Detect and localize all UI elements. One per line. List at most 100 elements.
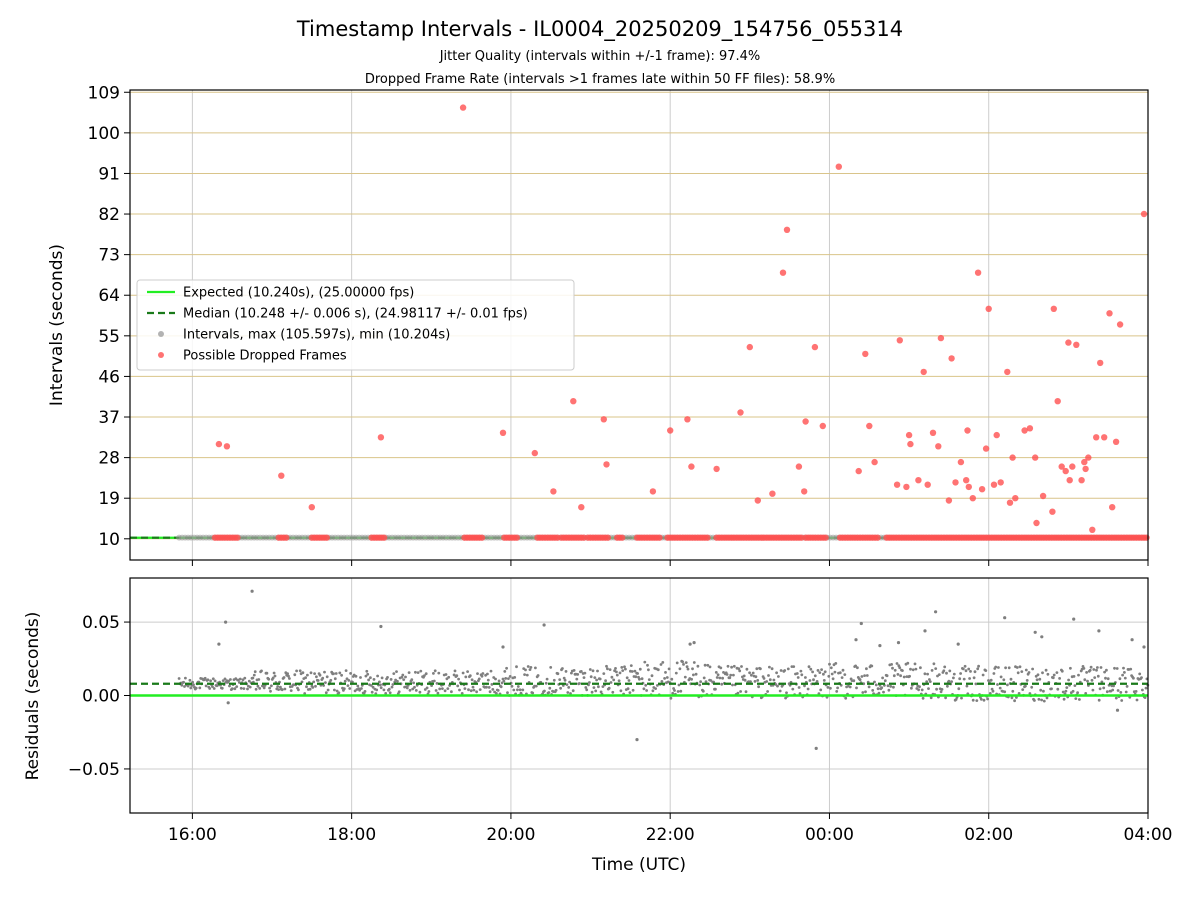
residual-point bbox=[329, 678, 333, 682]
residual-point bbox=[457, 677, 460, 681]
residual-point bbox=[619, 689, 623, 693]
residual-point bbox=[860, 675, 864, 678]
residual-point bbox=[1132, 676, 1135, 680]
residual-point bbox=[453, 669, 457, 673]
residual-point bbox=[882, 690, 885, 694]
residual-point bbox=[272, 671, 276, 675]
residual-point bbox=[521, 688, 525, 692]
residual-point bbox=[367, 678, 370, 682]
residual-point bbox=[757, 685, 760, 689]
residual-point bbox=[971, 698, 975, 702]
residual-point bbox=[617, 679, 621, 683]
residual-point bbox=[1031, 667, 1034, 671]
residual-point bbox=[213, 679, 217, 683]
residual-point bbox=[494, 677, 497, 681]
residual-point bbox=[1082, 667, 1086, 670]
dropped-frame-point bbox=[1058, 463, 1065, 470]
residual-point bbox=[1003, 616, 1007, 620]
intervals-ytick-label: 10 bbox=[98, 530, 120, 550]
residual-point bbox=[542, 623, 546, 627]
residual-point bbox=[852, 679, 856, 683]
residual-point bbox=[258, 687, 262, 690]
residual-point bbox=[1123, 671, 1126, 674]
residual-point bbox=[755, 667, 759, 671]
dropped-frame-point bbox=[380, 534, 388, 541]
residual-point bbox=[476, 672, 479, 675]
residual-point bbox=[1052, 673, 1056, 677]
residual-point bbox=[228, 684, 231, 688]
residual-point bbox=[893, 668, 897, 672]
residual-point bbox=[313, 672, 316, 675]
dropped-frame-point bbox=[1106, 310, 1113, 317]
residual-point bbox=[468, 674, 472, 678]
residual-point bbox=[651, 689, 655, 693]
residual-point bbox=[708, 665, 712, 669]
dropped-frame-point bbox=[308, 504, 315, 511]
residual-point bbox=[208, 687, 212, 690]
residual-point bbox=[588, 668, 592, 671]
residual-point bbox=[898, 666, 902, 670]
residual-point bbox=[333, 677, 337, 681]
residual-point bbox=[1010, 696, 1014, 700]
residual-point bbox=[675, 661, 679, 665]
residual-point bbox=[996, 683, 999, 686]
residual-point bbox=[224, 620, 228, 624]
residual-point bbox=[579, 670, 583, 673]
residual-point bbox=[751, 671, 755, 675]
residual-point bbox=[544, 681, 548, 685]
residual-point bbox=[635, 738, 639, 742]
residual-point bbox=[545, 677, 549, 681]
residual-point bbox=[877, 691, 881, 695]
dropped-frame-point bbox=[1021, 427, 1028, 434]
residual-point bbox=[669, 696, 673, 700]
residual-point bbox=[858, 678, 862, 682]
residual-point bbox=[425, 686, 429, 690]
residual-point bbox=[804, 676, 807, 679]
residual-point bbox=[1091, 688, 1095, 692]
residual-point bbox=[1122, 666, 1125, 670]
residual-point bbox=[874, 683, 878, 687]
dropped-frame-point bbox=[985, 305, 992, 312]
residual-point bbox=[1069, 666, 1072, 670]
residual-point bbox=[485, 685, 488, 689]
residual-point bbox=[248, 685, 252, 689]
residual-point bbox=[342, 687, 346, 691]
residual-point bbox=[1027, 671, 1031, 674]
residual-point bbox=[251, 676, 255, 680]
residual-point bbox=[1028, 692, 1032, 695]
residual-point bbox=[615, 673, 619, 677]
residual-point bbox=[469, 689, 473, 693]
residual-point bbox=[638, 677, 641, 681]
residual-point bbox=[286, 672, 289, 676]
residual-point bbox=[699, 680, 702, 684]
dropped-frame-point bbox=[737, 409, 744, 416]
residual-point bbox=[813, 674, 817, 678]
residual-point bbox=[340, 673, 343, 677]
residual-point bbox=[718, 676, 722, 680]
residual-point bbox=[969, 670, 972, 673]
dropped-frame-point bbox=[604, 534, 612, 541]
residual-point bbox=[554, 688, 558, 692]
residual-point bbox=[1036, 673, 1040, 677]
legend-intervals-marker bbox=[158, 331, 164, 337]
residual-point bbox=[963, 664, 967, 668]
residuals-xtick-label: 20:00 bbox=[486, 825, 535, 845]
residual-point bbox=[1078, 698, 1081, 701]
residual-point bbox=[1035, 678, 1039, 682]
residual-point bbox=[430, 684, 433, 687]
residual-point bbox=[321, 676, 325, 680]
residuals-xtick-label: 02:00 bbox=[964, 825, 1013, 845]
residual-point bbox=[324, 691, 328, 695]
residual-point bbox=[1051, 676, 1055, 680]
residual-point bbox=[400, 675, 404, 679]
residual-point bbox=[597, 685, 600, 689]
residual-point bbox=[756, 679, 760, 682]
residual-point bbox=[621, 669, 625, 672]
residual-point bbox=[301, 671, 305, 675]
chart-title: Timestamp Intervals - IL0004_20250209_15… bbox=[296, 17, 903, 42]
residual-point bbox=[750, 673, 753, 677]
residual-point bbox=[927, 687, 930, 690]
residual-point bbox=[607, 686, 611, 690]
residual-point bbox=[791, 687, 795, 691]
residual-point bbox=[518, 688, 522, 692]
